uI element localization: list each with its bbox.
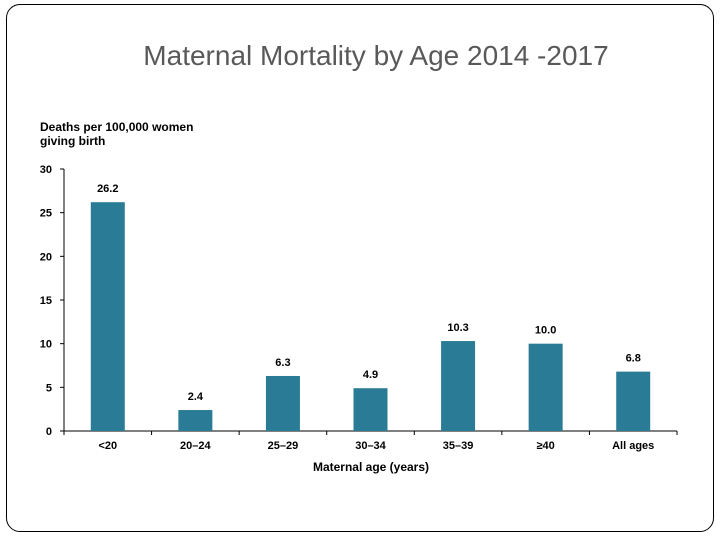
bar-value-label: 26.2 — [97, 183, 118, 195]
bar-value-label: 10.3 — [447, 322, 468, 334]
bar-value-label: 10.0 — [535, 325, 556, 337]
value-labels-group: 26.2 2.4 6.3 4.9 10.3 10.0 6.8 — [97, 183, 641, 403]
x-category-label: All ages — [612, 440, 654, 452]
bar — [90, 202, 125, 431]
bar-value-label: 2.4 — [188, 391, 204, 403]
bar — [441, 341, 476, 431]
bar-value-label: 4.9 — [363, 369, 378, 381]
y-tick-label: 10 — [40, 339, 52, 351]
y-axis: 0 5 10 15 20 25 30 — [40, 164, 65, 438]
x-category-label: 25–29 — [268, 440, 299, 452]
y-tick-label: 20 — [40, 251, 52, 263]
bar-value-label: 6.8 — [626, 353, 641, 365]
y-tick-label: 15 — [40, 295, 52, 307]
bar — [353, 388, 388, 431]
y-tick-label: 0 — [46, 426, 52, 438]
x-axis-title: Maternal age (years) — [313, 460, 429, 474]
x-category-label: ≥40 — [537, 440, 555, 452]
bar — [265, 375, 300, 431]
x-category-label: 20–24 — [180, 440, 211, 452]
y-tick-label: 30 — [40, 164, 52, 176]
x-category-label: 35–39 — [443, 440, 474, 452]
bar — [528, 343, 563, 431]
x-axis: <20 20–24 25–29 30–34 35–39 ≥40 All ages — [63, 430, 678, 452]
bar — [616, 371, 651, 431]
y-axis-title-line-1: Deaths per 100,000 women — [40, 120, 193, 134]
x-category-label: <20 — [98, 440, 117, 452]
y-tick-label: 5 — [46, 382, 52, 394]
y-tick-label: 25 — [40, 208, 52, 220]
bars-group — [90, 202, 651, 431]
bar — [178, 410, 213, 431]
bar-value-label: 6.3 — [275, 357, 290, 369]
slide-title: Maternal Mortality by Age 2014 -2017 — [143, 40, 609, 71]
x-category-label: 30–34 — [355, 440, 386, 452]
y-axis-title-line-2: giving birth — [40, 134, 105, 148]
